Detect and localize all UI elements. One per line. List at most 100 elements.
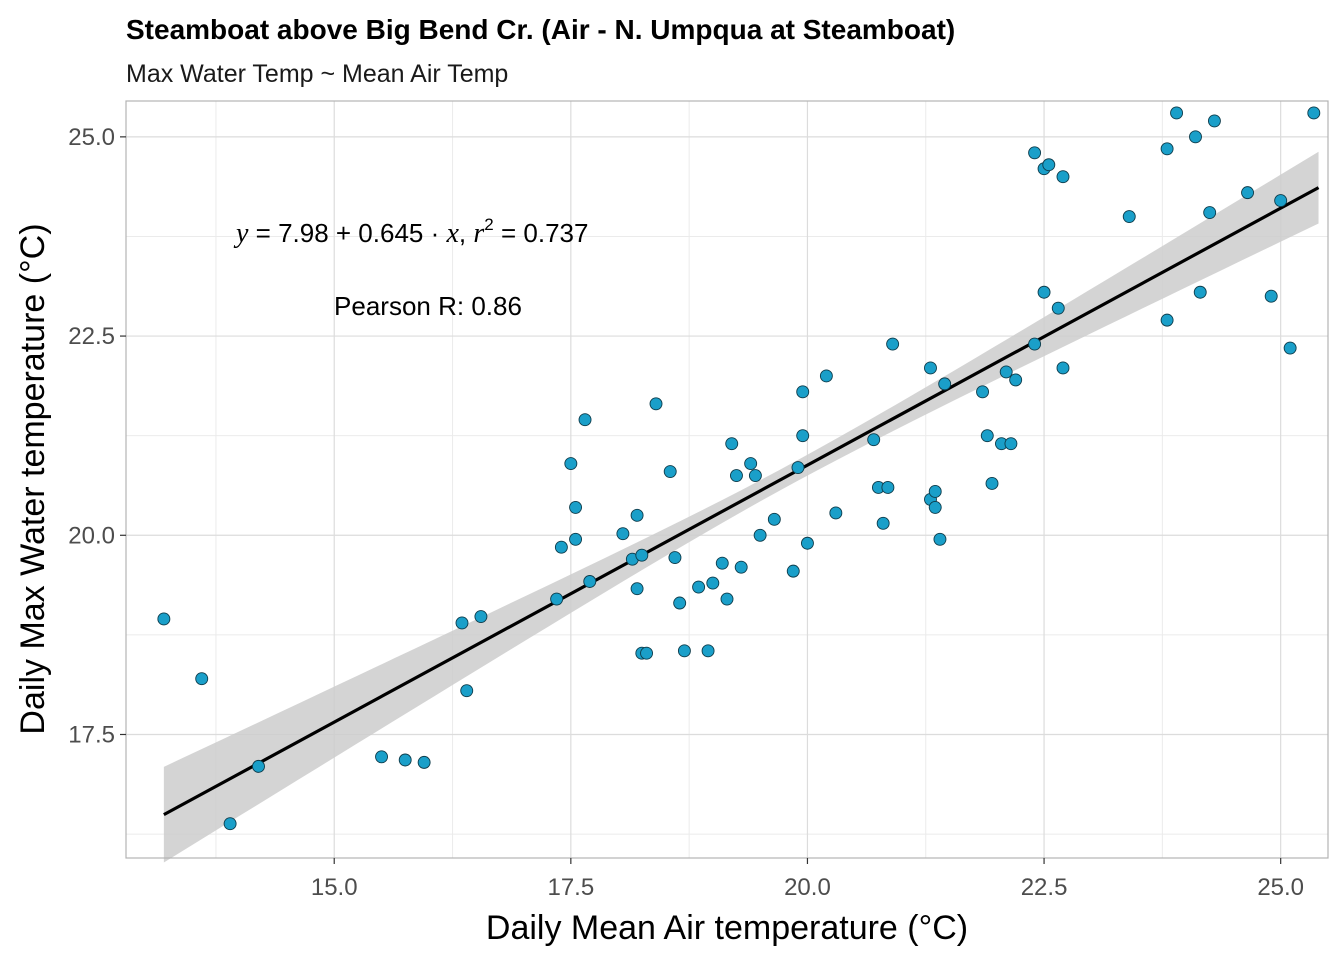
data-point: [677, 644, 691, 658]
data-point: [1009, 373, 1023, 387]
data-point: [398, 753, 412, 767]
data-point: [663, 465, 677, 478]
y-tick-label: 17.5: [68, 721, 115, 748]
data-point: [564, 457, 578, 471]
data-point: [881, 481, 895, 494]
x-tick-label: 22.5: [1021, 874, 1068, 901]
data-point: [578, 413, 592, 427]
x-axis-ticks: 15.0 17.5 20.0 22.5 25.0: [311, 858, 1304, 901]
plot-border: [125, 100, 1329, 859]
data-point: [195, 672, 209, 686]
data-point: [583, 575, 597, 588]
data-point: [1307, 106, 1321, 120]
equation-superscript: 2: [484, 215, 493, 234]
data-point: [800, 536, 814, 550]
data-point: [474, 610, 488, 624]
data-point: [1193, 285, 1207, 299]
data-point: [1051, 301, 1065, 315]
regression-line: [163, 186, 1320, 817]
data-point: [734, 560, 748, 574]
data-point: [1160, 142, 1174, 156]
data-point: [1207, 114, 1221, 128]
data-point: [460, 684, 474, 698]
data-point: [876, 516, 890, 530]
data-point: [417, 755, 431, 769]
y-axis-ticks: 17.5 20.0 22.5 25.0: [68, 124, 126, 748]
data-point: [1004, 437, 1018, 451]
data-point: [1241, 186, 1255, 200]
x-tick-label: 20.0: [784, 874, 831, 901]
data-point: [692, 580, 706, 594]
data-point: [375, 750, 388, 764]
chart-title: Steamboat above Big Bend Cr. (Air - N. U…: [126, 14, 955, 45]
data-point: [924, 361, 937, 375]
data-point: [1028, 337, 1042, 351]
regression-equation: y = 7.98 + 0.645 · x, r2 = 0.737: [233, 215, 588, 249]
data-point: [767, 512, 781, 526]
grid-major: [126, 101, 1328, 858]
data-point: [1037, 285, 1051, 299]
data-point: [1189, 130, 1202, 144]
data-point: [1283, 341, 1297, 355]
data-point: [1170, 106, 1184, 120]
data-point: [933, 532, 947, 546]
data-point: [744, 457, 758, 471]
data-point: [725, 437, 739, 451]
data-point: [1056, 361, 1070, 375]
data-point: [730, 469, 743, 482]
data-point: [748, 469, 762, 482]
data-point: [1274, 194, 1288, 208]
y-tick-label: 22.5: [68, 323, 115, 350]
data-point: [630, 508, 644, 522]
data-point: [1203, 206, 1217, 220]
data-point: [569, 500, 583, 514]
confidence-band: [163, 151, 1319, 863]
data-point: [1264, 289, 1278, 303]
equation-x: x: [445, 218, 459, 249]
data-point: [980, 429, 994, 443]
data-point: [1122, 210, 1136, 223]
data-point: [786, 564, 800, 578]
data-point: [715, 556, 729, 570]
data-point: [640, 646, 654, 660]
equation-r2-value: = 0.737: [494, 218, 589, 248]
data-point: [649, 397, 663, 411]
pearson-annotation: Pearson R: 0.86: [334, 291, 522, 321]
data-point: [252, 759, 265, 773]
data-point: [720, 592, 734, 606]
data-point: [886, 337, 900, 351]
data-point: [928, 485, 942, 498]
y-tick-label: 25.0: [68, 124, 115, 151]
data-point: [1056, 170, 1070, 184]
data-point: [796, 385, 810, 399]
data-point: [701, 644, 715, 658]
data-point: [1042, 158, 1056, 172]
equation-r: r: [473, 218, 484, 249]
data-point: [819, 369, 833, 383]
data-point: [635, 548, 649, 562]
x-tick-label: 15.0: [311, 874, 358, 901]
data-point: [829, 506, 843, 520]
data-point: [985, 477, 999, 490]
data-point: [630, 582, 644, 596]
data-point: [157, 612, 171, 626]
x-axis-title: Daily Mean Air temperature (°C): [486, 909, 968, 947]
data-point: [928, 500, 942, 514]
y-axis-title: Daily Max Water temperature (°C): [14, 223, 52, 734]
grid-minor: [126, 101, 1328, 858]
data-point: [938, 377, 952, 391]
data-point: [673, 596, 687, 610]
data-point: [569, 532, 583, 546]
data-point: [867, 433, 881, 447]
data-point: [999, 365, 1013, 379]
data-point: [796, 429, 810, 443]
x-tick-label: 17.5: [547, 874, 594, 901]
data-point: [753, 528, 767, 542]
data-point: [554, 540, 568, 554]
data-point: [1028, 146, 1042, 160]
data-points: [157, 106, 1321, 831]
equation-y: y: [233, 218, 249, 249]
chart-subtitle: Max Water Temp ~ Mean Air Temp: [126, 60, 508, 88]
data-point: [616, 527, 630, 541]
